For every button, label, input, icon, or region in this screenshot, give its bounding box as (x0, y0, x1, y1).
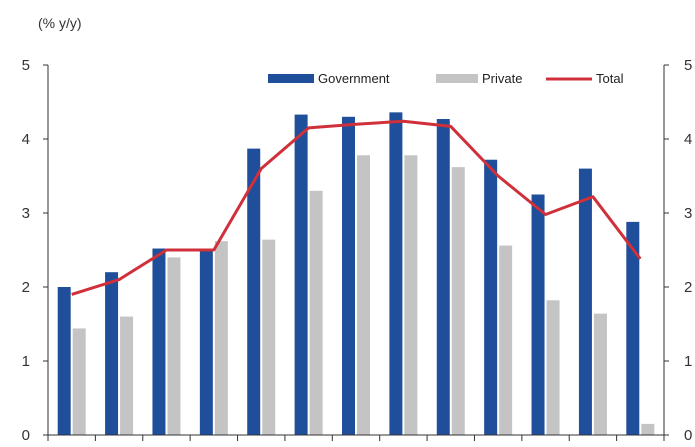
bar-government (436, 119, 450, 436)
bar-private (593, 313, 607, 435)
bar-government (294, 114, 308, 435)
bar-private (72, 328, 86, 435)
bar-government (389, 112, 403, 436)
total-line (71, 119, 642, 296)
legend-private-label: Private (482, 71, 522, 86)
bar-government (626, 221, 640, 435)
bar-private (309, 190, 323, 435)
y-tick-label: 5 (22, 57, 30, 74)
right-y-tick-labels: 0 1 2 3 4 5 (664, 57, 692, 444)
bar-private (120, 316, 134, 435)
legend: Government Private Total (268, 71, 624, 86)
right-y-tick-label: 3 (684, 205, 692, 222)
y-tick-label: 4 (22, 131, 30, 148)
y-tick-label: 2 (22, 279, 30, 296)
bar-government (484, 159, 498, 435)
right-y-tick-label: 4 (684, 131, 692, 148)
right-y-tick-label: 2 (684, 279, 692, 296)
bar-government (199, 250, 213, 435)
legend-government-label: Government (318, 71, 390, 86)
y-tick-label: 3 (22, 205, 30, 222)
bar-government (531, 194, 545, 435)
bar-government (105, 272, 119, 435)
bar-government (247, 148, 261, 435)
bar-government (342, 116, 355, 436)
right-y-tick-label: 1 (684, 353, 692, 370)
bar-private (499, 245, 513, 435)
bar-private (404, 155, 418, 435)
legend-government-swatch (268, 74, 314, 83)
bar-government (152, 248, 166, 435)
bars (57, 112, 655, 436)
bar-private (451, 167, 465, 435)
right-y-tick-label: 0 (684, 427, 692, 444)
total-line-group (71, 119, 642, 296)
bar-private (262, 239, 276, 435)
legend-private-swatch (436, 74, 478, 83)
right-y-tick-label: 5 (684, 57, 692, 74)
left-y-tick-labels: 0 1 2 3 4 5 (22, 57, 48, 444)
y-axis-unit-label: (% y/y) (38, 15, 82, 31)
x-axis-ticks (47, 435, 665, 441)
bar-private (214, 241, 228, 435)
bar-government (57, 287, 71, 435)
bar-private (546, 300, 560, 435)
bar-private (357, 155, 370, 435)
legend-total-label: Total (596, 71, 624, 86)
y-tick-label: 1 (22, 353, 30, 370)
y-tick-label: 0 (22, 427, 30, 444)
bar-private (167, 257, 181, 435)
bar-government (578, 168, 592, 435)
bar-private (641, 423, 655, 435)
